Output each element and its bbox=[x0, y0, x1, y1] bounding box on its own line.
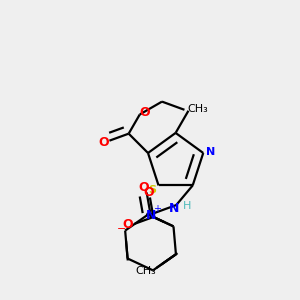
Text: CH₃: CH₃ bbox=[135, 266, 156, 276]
Text: N: N bbox=[169, 202, 180, 215]
Text: O: O bbox=[140, 106, 150, 119]
Text: N: N bbox=[206, 147, 215, 157]
Text: O: O bbox=[143, 185, 154, 199]
Text: CH₃: CH₃ bbox=[188, 104, 208, 114]
Text: O: O bbox=[122, 218, 133, 231]
Text: S: S bbox=[148, 184, 156, 194]
Text: H: H bbox=[183, 201, 191, 211]
Text: −: − bbox=[117, 224, 126, 234]
Text: O: O bbox=[99, 136, 109, 149]
Text: +: + bbox=[154, 205, 161, 214]
Text: O: O bbox=[139, 181, 149, 194]
Text: N: N bbox=[146, 209, 156, 222]
